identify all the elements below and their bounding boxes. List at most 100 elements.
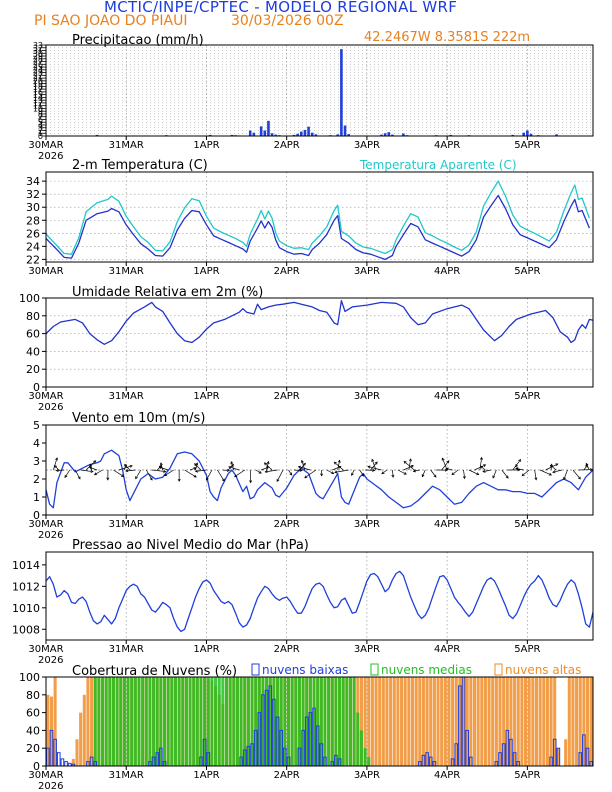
cloud-bar-mid bbox=[141, 677, 145, 766]
wind-vector bbox=[334, 461, 344, 471]
y-tick-label-22: 22 bbox=[26, 253, 40, 266]
year-label: 2026 bbox=[38, 655, 63, 666]
wind-vector-head bbox=[89, 463, 93, 467]
cloud-bar-mid bbox=[290, 677, 294, 766]
wind-vector-head bbox=[93, 460, 97, 464]
wind-vector bbox=[206, 469, 213, 481]
x-tick-label-4APR: 4APR bbox=[434, 140, 460, 151]
cloud-bar-high bbox=[451, 677, 455, 766]
cloud-bar-mid bbox=[312, 677, 316, 766]
cloud-bar-high bbox=[520, 677, 524, 766]
wind-vector bbox=[156, 465, 162, 471]
cloud-bar-high bbox=[549, 677, 553, 766]
wind-vector bbox=[515, 468, 524, 471]
wind-vector-head bbox=[230, 463, 234, 467]
cloud-bar-mid bbox=[257, 677, 261, 766]
cloud-bar-high bbox=[472, 677, 477, 766]
wind-vector-head bbox=[221, 478, 225, 482]
cloud-bar-mid bbox=[276, 677, 280, 766]
cloud-bar-mid bbox=[348, 677, 353, 766]
header-location: PI SAO JOAO DO PIAUI bbox=[34, 13, 188, 29]
y-tick-label: 6 bbox=[38, 115, 43, 124]
wind-vector-head bbox=[129, 464, 133, 468]
wind-vector-head bbox=[193, 474, 197, 478]
wind-vector-head bbox=[521, 473, 525, 477]
wind-vector-head bbox=[333, 461, 337, 465]
wind-vector-head bbox=[258, 470, 262, 474]
cloud-bar-high bbox=[534, 677, 538, 766]
wind-vector-head bbox=[441, 457, 445, 461]
cloud-bar-high bbox=[516, 677, 520, 766]
cloud-bar-mid bbox=[279, 677, 283, 766]
wind-vector bbox=[521, 469, 530, 477]
wind-vector bbox=[334, 469, 349, 473]
cloud-bar-high bbox=[589, 677, 593, 766]
cloud-bar-high bbox=[82, 694, 86, 766]
wind-vector bbox=[288, 469, 293, 476]
y-tick-label-1010: 1010 bbox=[12, 602, 40, 615]
x-tick-label-1APR: 1APR bbox=[193, 644, 219, 655]
cloud-bar-mid bbox=[297, 677, 301, 766]
cloud-bar-mid bbox=[363, 748, 367, 766]
cloud-bar-high bbox=[414, 677, 418, 766]
cloud-bar-mid bbox=[203, 677, 207, 766]
cloud-bar-mid bbox=[162, 677, 167, 766]
y-tick-label: 0 bbox=[38, 132, 43, 141]
y-tick-label: 12 bbox=[33, 99, 43, 108]
cloud-bar-high bbox=[46, 694, 50, 766]
wind-vector bbox=[184, 469, 197, 478]
header-title: MCTIC/INPE/CPTEC - MODELO REGIONAL WRF bbox=[104, 0, 458, 16]
x-tick-label-1APR: 1APR bbox=[193, 140, 219, 151]
cloud-bar-low bbox=[64, 761, 68, 767]
wind-vector bbox=[94, 469, 103, 476]
cloud-bar-high bbox=[71, 758, 75, 766]
precip-bar bbox=[391, 134, 394, 136]
wind-vector-head bbox=[476, 472, 480, 476]
cloud-bar-high bbox=[381, 677, 385, 766]
cloud-bar-high bbox=[396, 677, 400, 766]
wind-vector-head bbox=[403, 471, 407, 475]
wind-vector-head bbox=[534, 477, 538, 481]
cloud-bar-mid bbox=[261, 677, 265, 766]
y-tick-label-20: 20 bbox=[26, 363, 40, 376]
x-tick-label-1APR: 1APR bbox=[193, 770, 219, 781]
year-label: 2026 bbox=[38, 781, 63, 792]
wind-vector bbox=[552, 469, 563, 473]
wind-title: Vento em 10m (m/s) bbox=[72, 411, 205, 426]
wind-vector bbox=[585, 463, 590, 471]
cloud-bar-high bbox=[542, 677, 546, 766]
wind-vector-head bbox=[320, 473, 324, 477]
y-tick-label-1014: 1014 bbox=[12, 559, 40, 572]
wind-vector bbox=[326, 469, 334, 475]
y-tick-label-32: 32 bbox=[26, 188, 40, 201]
wind-vector-head bbox=[515, 463, 519, 468]
wind-vector bbox=[56, 469, 65, 471]
wind-vector bbox=[351, 469, 355, 476]
y-tick-label-100: 100 bbox=[19, 292, 40, 305]
cloud-bar-mid bbox=[316, 677, 320, 766]
cloud-bar-high bbox=[502, 677, 506, 766]
cloud-bar-mid bbox=[122, 677, 126, 766]
x-tick-label-4APR: 4APR bbox=[434, 266, 460, 277]
precip-bar bbox=[387, 132, 391, 136]
cloud-bar-high bbox=[498, 677, 502, 766]
wind-vector bbox=[534, 469, 537, 480]
cloud-bar-high bbox=[538, 677, 542, 766]
y-tick-label: 9 bbox=[38, 107, 43, 116]
y-tick-label: 18 bbox=[33, 82, 43, 91]
cloud-bar-high bbox=[575, 677, 579, 766]
cloud-bar-mid bbox=[155, 677, 159, 766]
x-tick-label-30MAR: 30MAR bbox=[28, 266, 63, 277]
precip-bar bbox=[526, 130, 529, 136]
cloud-bar-mid bbox=[173, 677, 177, 766]
cloud-bar-mid bbox=[159, 677, 163, 766]
wind-vector-head bbox=[462, 476, 466, 480]
cloud-bar-high bbox=[513, 677, 517, 766]
wind-vector-head bbox=[194, 469, 199, 473]
legend-label-nuvens-altas: nuvens altas bbox=[505, 663, 581, 677]
wind-vector bbox=[264, 462, 273, 471]
precip-bar bbox=[340, 49, 343, 136]
y-tick-label-0: 0 bbox=[33, 509, 40, 522]
y-tick-label: 25 bbox=[33, 63, 43, 72]
y-tick-label-5: 5 bbox=[33, 419, 40, 432]
